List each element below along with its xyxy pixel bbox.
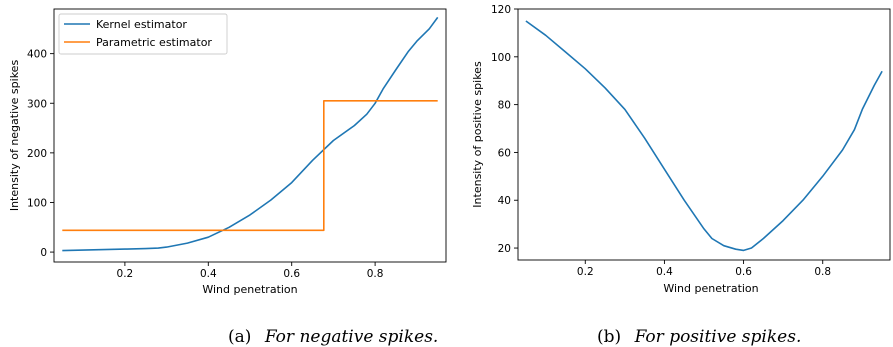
- y-tick-label: 120: [491, 4, 511, 16]
- x-axis-label-b: Wind penetration: [663, 282, 758, 295]
- caption-tag-a: (a): [228, 327, 251, 347]
- y-tick-label: 200: [27, 148, 47, 160]
- y-ticks-b: 20 40 60 80 100 120: [491, 4, 518, 255]
- x-tick-label: 0.4: [656, 266, 673, 278]
- y-tick-label: 100: [491, 52, 511, 64]
- caption-tag-b: (b): [597, 327, 621, 347]
- legend-a: Kernel estimator Parametric estimator: [58, 13, 228, 55]
- y-tick-label: 80: [498, 100, 511, 112]
- series-kernel-estimator: [62, 16, 439, 252]
- y-tick-label: 100: [27, 197, 47, 209]
- x-ticks-b: 0.2 0.4 0.6 0.8: [577, 260, 831, 278]
- plot-frame-a: [53, 8, 447, 263]
- y-tick-label: 0: [40, 247, 47, 259]
- caption-text-b: For positive spikes.: [634, 327, 802, 347]
- series-b: [525, 20, 883, 252]
- chart-negative-spikes: 0 100 200 300 400 0.2 0.4 0.6 0.8 Wind penetrat…: [8, 8, 447, 347]
- series-parametric-estimator: [62, 100, 438, 232]
- chart-positive-spikes: 20 40 60 80 100 120 0.2 0.4 0.6 0.8 Wind penetra…: [471, 4, 891, 347]
- x-tick-label: 0.8: [814, 266, 831, 278]
- caption-b: (b) For positive spikes.: [597, 327, 801, 347]
- series-a: [62, 16, 439, 252]
- y-tick-label: 400: [27, 49, 47, 61]
- y-tick-label: 20: [498, 243, 511, 255]
- plot-frame-b: [517, 8, 891, 261]
- legend-label-parametric: Parametric estimator: [96, 36, 212, 49]
- caption-a: (a) For negative spikes.: [228, 327, 438, 347]
- series-line-b: [525, 20, 883, 252]
- x-axis-label-a: Wind penetration: [202, 283, 297, 296]
- x-tick-label: 0.6: [735, 266, 752, 278]
- x-tick-label: 0.2: [117, 268, 134, 280]
- y-tick-label: 60: [498, 147, 511, 159]
- legend-box: [58, 13, 228, 55]
- y-tick-label: 300: [27, 98, 47, 110]
- y-axis-label-b: Intensity of positive spikes: [471, 61, 484, 208]
- caption-text-a: For negative spikes.: [264, 327, 439, 347]
- x-tick-label: 0.4: [200, 268, 217, 280]
- x-tick-label: 0.2: [577, 266, 594, 278]
- y-ticks-a: 0 100 200 300 400: [27, 49, 54, 259]
- x-tick-label: 0.8: [367, 268, 384, 280]
- legend-label-kernel: Kernel estimator: [96, 18, 187, 31]
- y-axis-label-a: Intensity of negative spikes: [8, 60, 21, 212]
- x-tick-label: 0.6: [283, 268, 300, 280]
- y-tick-label: 40: [498, 195, 511, 207]
- x-ticks-a: 0.2 0.4 0.6 0.8: [117, 262, 384, 280]
